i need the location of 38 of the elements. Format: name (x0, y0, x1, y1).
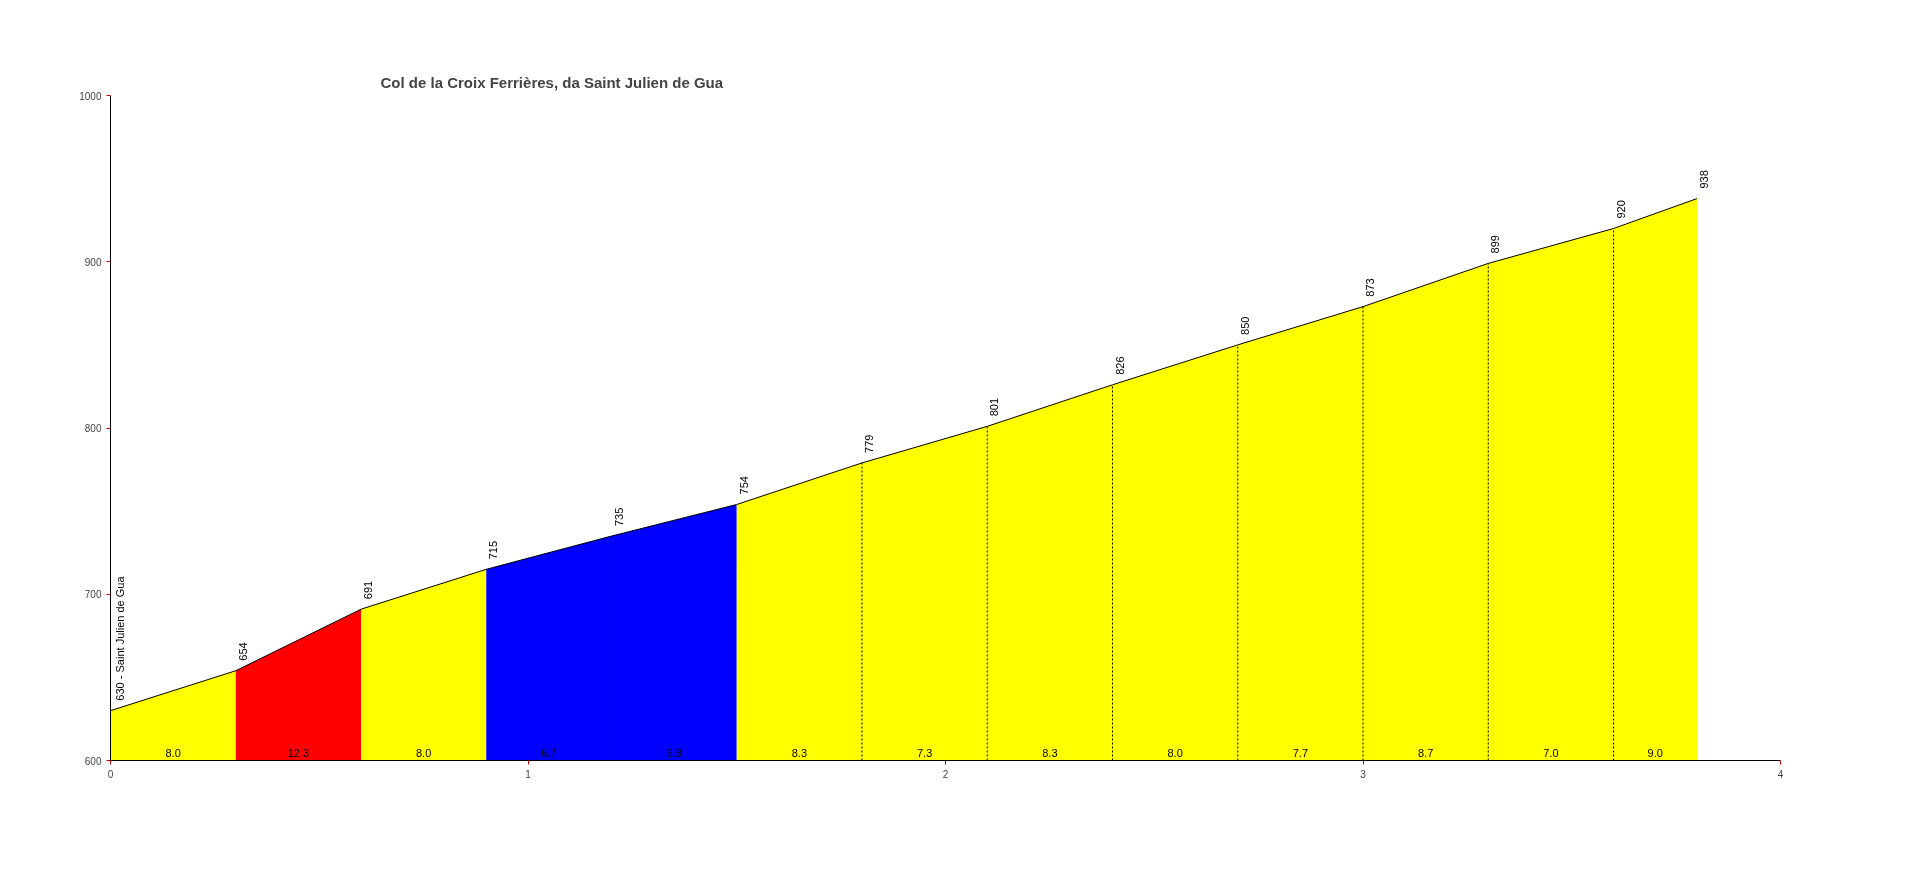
annotation: 8.7 (1417, 746, 1434, 759)
annotation: 12.3 (287, 746, 310, 759)
data-label: 630 - Saint Julien de Gua (113, 575, 126, 701)
y-tick-label: 600 (84, 755, 102, 767)
x-tick-label: 4 (1777, 768, 1784, 780)
annotation: 7.3 (916, 746, 933, 759)
data-label: 873 (1364, 278, 1376, 297)
annotation: 6.7 (541, 746, 557, 759)
data-label: 735 (612, 507, 625, 527)
y-tick-label: 900 (84, 256, 102, 268)
annotation: 9.0 (1647, 746, 1663, 759)
x-tick-label: 2 (942, 768, 949, 780)
x-tick-label: 1 (525, 768, 532, 780)
y-tick-label: 700 (84, 589, 102, 601)
data-label: 654 (236, 642, 249, 661)
annotation: 8.0 (165, 746, 181, 759)
data-label: 850 (1238, 316, 1251, 335)
data-label: 691 (362, 580, 374, 600)
annotation: 8.0 (1167, 746, 1183, 759)
y-tick-label: 800 (84, 423, 102, 434)
data-label: 801 (988, 397, 1001, 417)
x-tick-label: 0 (107, 768, 114, 780)
annotation: 7.0 (1543, 746, 1559, 759)
data-label: 754 (737, 476, 750, 495)
data-label: 715 (487, 540, 500, 560)
annotation: 7.7 (1292, 746, 1309, 759)
data-label: 899 (1489, 235, 1502, 254)
data-label: 938 (1698, 170, 1710, 189)
annotation: 8.0 (415, 746, 432, 759)
data-label: 779 (863, 434, 875, 453)
y-tick-label: 1000 (79, 90, 102, 102)
data-label: 826 (1113, 356, 1126, 375)
annotation: 6.3 (666, 746, 682, 759)
x-tick-label: 3 (1360, 768, 1367, 780)
annotation: 8.3 (1042, 746, 1058, 759)
annotation: 8.3 (791, 746, 808, 759)
data-label: 920 (1614, 200, 1627, 219)
chart-title: Col de la Croix Ferrières, da Saint Julien de Gua (380, 73, 724, 91)
